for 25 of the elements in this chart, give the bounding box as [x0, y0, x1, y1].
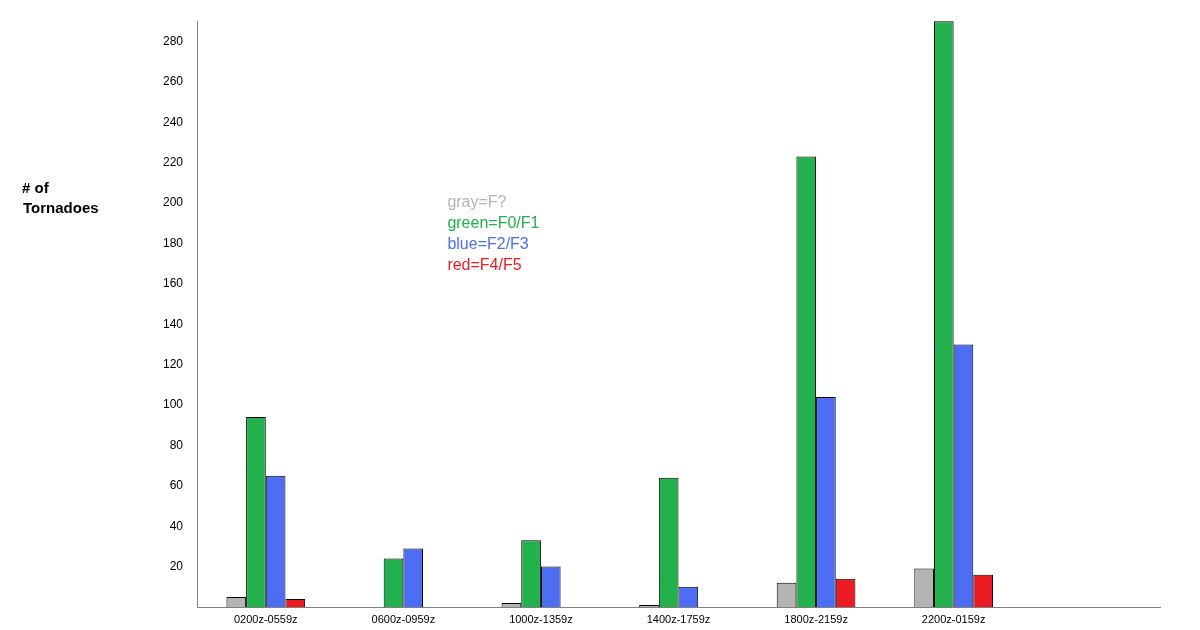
- y-tick-label: 80: [169, 437, 184, 452]
- y-tick-label: 120: [162, 356, 184, 371]
- x-tick-label: 2200z-0159z: [921, 612, 986, 625]
- x-tick-label: 1800z-2159z: [784, 612, 848, 625]
- x-tick-label: 0200z-0559z: [233, 612, 298, 625]
- text: red=F4/F5: [447, 256, 522, 274]
- y-tick-label: 180: [162, 235, 184, 250]
- x-tick-label: 1000z-1359z: [509, 612, 573, 625]
- y-tick-label: 100: [162, 397, 184, 412]
- text: blue=F2/F3: [447, 235, 529, 253]
- y-tick-label: 280: [162, 33, 184, 48]
- y-tick-label: 260: [162, 74, 184, 89]
- y-tick-label: 60: [169, 478, 184, 493]
- y-tick-label: 140: [162, 316, 184, 331]
- x-tick-label: 1400z-1759z: [646, 612, 711, 625]
- text: gray=F?: [447, 193, 507, 211]
- y-tick-label: 240: [162, 114, 184, 129]
- y-tick-label: 40: [169, 518, 184, 533]
- y-tick-label: 20: [169, 558, 184, 573]
- y-tick-label: 160: [162, 276, 184, 291]
- y-tick-label: 200: [162, 195, 184, 210]
- y-axis-title: # of Tornadoes: [22, 179, 99, 217]
- y-tick-label: 220: [162, 154, 184, 169]
- x-tick-label: 0600z-0959z: [371, 612, 436, 625]
- text: green=F0/F1: [447, 214, 540, 232]
